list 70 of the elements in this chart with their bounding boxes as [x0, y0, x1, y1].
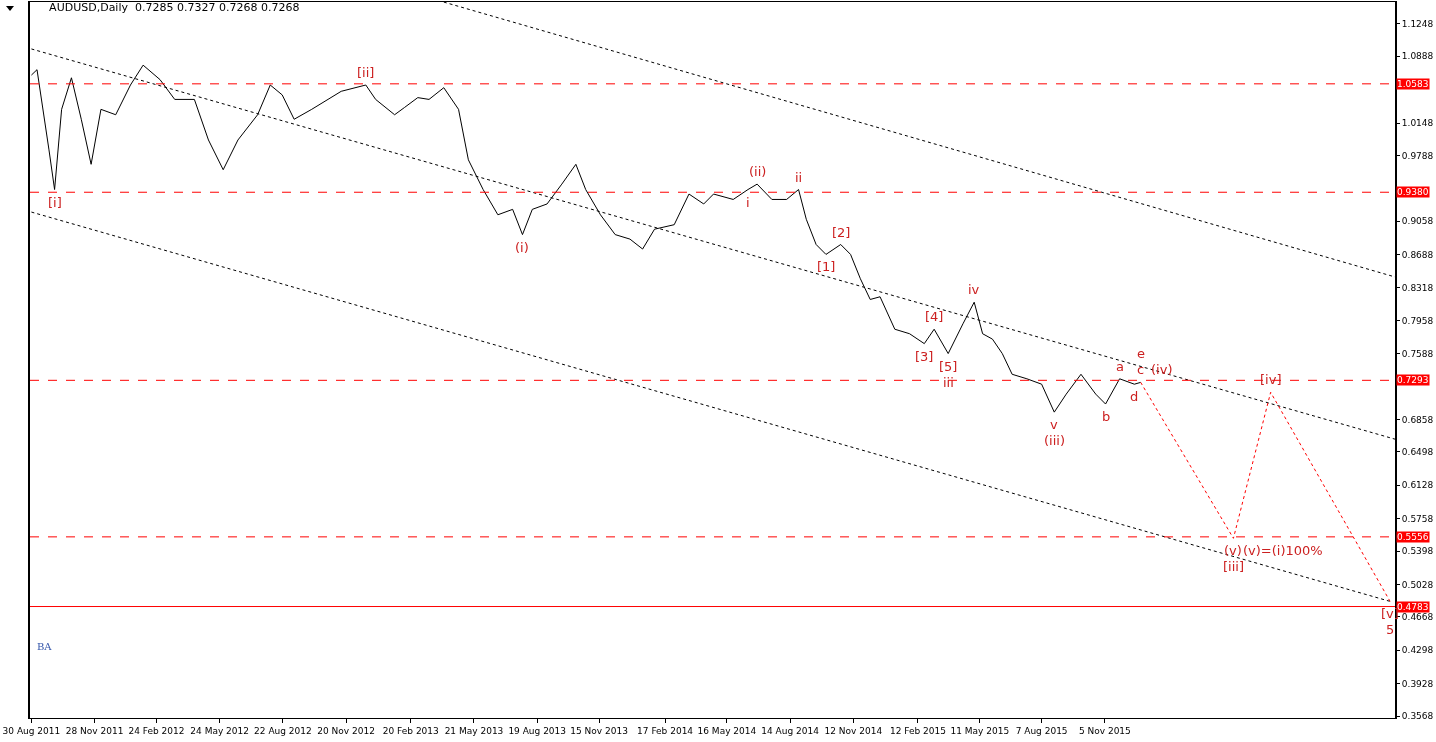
annotation: (iv) — [1151, 362, 1173, 377]
y-tick-label: 0.6858 — [1401, 414, 1434, 425]
ref-line-label: 0.4783 — [1397, 602, 1429, 612]
annotation: (v) — [1224, 543, 1242, 558]
x-tick-label: 24 Feb 2012 — [128, 725, 185, 736]
annotation: c — [1137, 362, 1145, 377]
annotation: a — [1116, 359, 1124, 374]
y-tick-label: 0.7588 — [1401, 348, 1434, 359]
x-tick-label: 14 Aug 2014 — [761, 725, 820, 736]
annotation: (i) — [515, 240, 529, 255]
annotation: [iii] — [1223, 559, 1244, 574]
ref-line-label: 1.0583 — [1397, 79, 1429, 89]
annotation: [4] — [925, 309, 944, 324]
x-tick-label: 16 May 2014 — [697, 725, 757, 736]
annotation: d — [1130, 389, 1139, 404]
y-tick-label: 1.0148 — [1401, 118, 1434, 129]
annotation: [5] — [939, 359, 958, 374]
x-tick-label: 7 Aug 2015 — [1015, 725, 1068, 736]
ref-line-label: 0.9380 — [1397, 187, 1429, 197]
x-tick-label: 19 Aug 2013 — [508, 725, 567, 736]
annotation: iii — [943, 375, 954, 390]
x-tick-label: 22 Aug 2012 — [254, 725, 312, 736]
y-tick-label: 0.6128 — [1401, 480, 1434, 491]
annotation: v — [1050, 417, 1058, 432]
annotation: e — [1137, 346, 1145, 361]
y-tick-label: 0.9788 — [1401, 150, 1434, 161]
y-tick-label: 0.5758 — [1401, 513, 1434, 524]
y-tick-label: 1.1248 — [1401, 19, 1434, 30]
annotation: i — [746, 195, 750, 210]
ref-line-label: 0.5556 — [1397, 532, 1429, 542]
annotation: [2] — [832, 225, 851, 240]
annotation: [1] — [817, 259, 836, 274]
annotation: 5 — [1386, 622, 1395, 637]
x-tick-label: 11 May 2015 — [950, 725, 1010, 736]
annotation: (ii) — [749, 164, 767, 179]
y-tick-label: 0.3928 — [1401, 678, 1434, 689]
y-tick-label: 0.3568 — [1401, 711, 1434, 722]
annotation: BA — [37, 641, 53, 652]
x-tick-label: 15 Nov 2013 — [570, 725, 628, 736]
x-tick-label: 20 Feb 2013 — [382, 725, 439, 736]
y-tick-label: 0.7958 — [1401, 315, 1434, 326]
y-tick-label: 0.5398 — [1401, 546, 1434, 557]
y-tick-label: 0.8688 — [1401, 249, 1434, 260]
y-tick-label: 0.6498 — [1401, 447, 1434, 458]
y-tick-label: 0.8318 — [1401, 283, 1434, 294]
x-tick-label: 20 Nov 2012 — [317, 725, 375, 736]
annotation: (iii) — [1044, 433, 1065, 448]
x-tick-label: 28 Nov 2011 — [65, 725, 124, 736]
annotation: ii — [795, 170, 803, 185]
annotation: [iv] — [1260, 372, 1282, 387]
y-tick-label: 0.4668 — [1401, 612, 1434, 623]
ref-line-label: 0.7293 — [1397, 375, 1429, 385]
x-tick-label: 21 May 2013 — [444, 725, 504, 736]
x-tick-label: 12 Feb 2015 — [889, 725, 946, 736]
x-tick-label: 17 Feb 2014 — [637, 725, 694, 736]
chart-title: AUDUSD,Daily 0.7285 0.7327 0.7268 0.7268 — [49, 1, 300, 15]
x-tick-label: 12 Nov 2014 — [824, 725, 883, 736]
annotation: [ii] — [357, 65, 375, 80]
y-tick-label: 0.5028 — [1401, 579, 1434, 590]
y-tick-label: 0.4298 — [1401, 645, 1434, 656]
annotation: iv — [968, 282, 980, 297]
y-tick-label: 0.9058 — [1401, 216, 1434, 227]
annotation: [3] — [915, 349, 934, 364]
x-tick-label: 30 Aug 2011 — [2, 725, 61, 736]
x-tick-label: 5 Nov 2015 — [1078, 725, 1131, 736]
x-tick-label: 24 May 2012 — [190, 725, 250, 736]
annotation: [i] — [48, 195, 62, 210]
annotation: b — [1102, 409, 1111, 424]
annotation: (v)=(i)100% — [1243, 543, 1323, 558]
y-tick-label: 1.0888 — [1401, 51, 1434, 62]
